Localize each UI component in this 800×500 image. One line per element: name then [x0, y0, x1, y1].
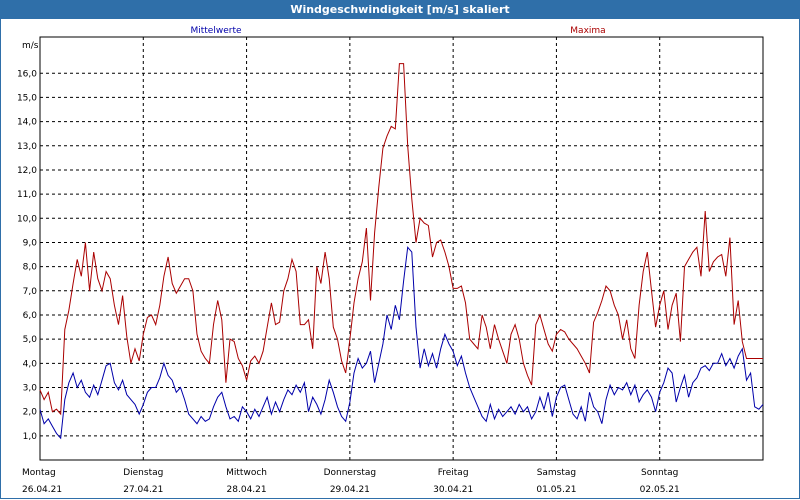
series-lines [39, 63, 764, 440]
series-line-maxima [39, 63, 763, 416]
y-tick-label: 3,0 [23, 383, 38, 393]
series-line-mittelwerte [39, 246, 764, 440]
y-tick-label: 10,0 [17, 214, 37, 224]
y-tick-label: 7,0 [23, 287, 38, 297]
x-tick-date: 27.04.21 [123, 485, 163, 495]
y-tick-label: 6,0 [23, 311, 38, 321]
x-tick-weekday: Sonntag [641, 468, 678, 478]
x-tick-weekday: Donnerstag [324, 468, 377, 478]
y-tick-label: 15,0 [17, 93, 37, 103]
grid-lines [40, 37, 763, 460]
x-tick-date: 02.05.21 [640, 485, 680, 495]
y-tick-label: 2,0 [23, 408, 38, 418]
x-tick-weekday: Freitag [438, 468, 469, 478]
x-tick-weekday: Mittwoch [226, 468, 267, 478]
y-tick-label: 13,0 [17, 142, 37, 152]
x-tick-date: 29.04.21 [330, 485, 370, 495]
chart-title: Windgeschwindigkeit [m/s] skaliert [0, 0, 800, 19]
y-tick-label: 9,0 [23, 238, 38, 248]
x-tick-date: 28.04.21 [227, 485, 267, 495]
y-tick-label: 11,0 [17, 190, 37, 200]
x-tick-date: 01.05.21 [536, 485, 576, 495]
legend-mean: Mittelwerte [190, 26, 241, 36]
x-tick-weekday: Samstag [537, 468, 576, 478]
y-tick-label: 4,0 [23, 359, 38, 369]
y-tick-label: 1,0 [23, 432, 38, 442]
x-tick-date: 30.04.21 [433, 485, 473, 495]
y-tick-label: 14,0 [17, 118, 37, 128]
x-tick-date: 26.04.21 [22, 485, 62, 495]
y-tick-label: 12,0 [17, 166, 37, 176]
y-tick-label: 8,0 [23, 263, 38, 273]
x-tick-weekday: Montag [22, 468, 56, 478]
plot-area [39, 36, 764, 461]
x-tick-weekday: Dienstag [123, 468, 163, 478]
y-axis-unit: m/s [22, 41, 39, 51]
legend-max: Maxima [570, 26, 605, 36]
y-tick-label: 16,0 [17, 69, 37, 79]
x-axis-ticks: Montag 26.04.21 Dienstag 27.04.21 Mittwoch 28… [22, 468, 680, 495]
y-axis-ticks: 1,0 2,0 3,0 4,0 5,0 6,0 7,0 8,0 9,0 10,0 11,0 12,0 1… [17, 69, 37, 442]
y-tick-label: 5,0 [23, 335, 38, 345]
